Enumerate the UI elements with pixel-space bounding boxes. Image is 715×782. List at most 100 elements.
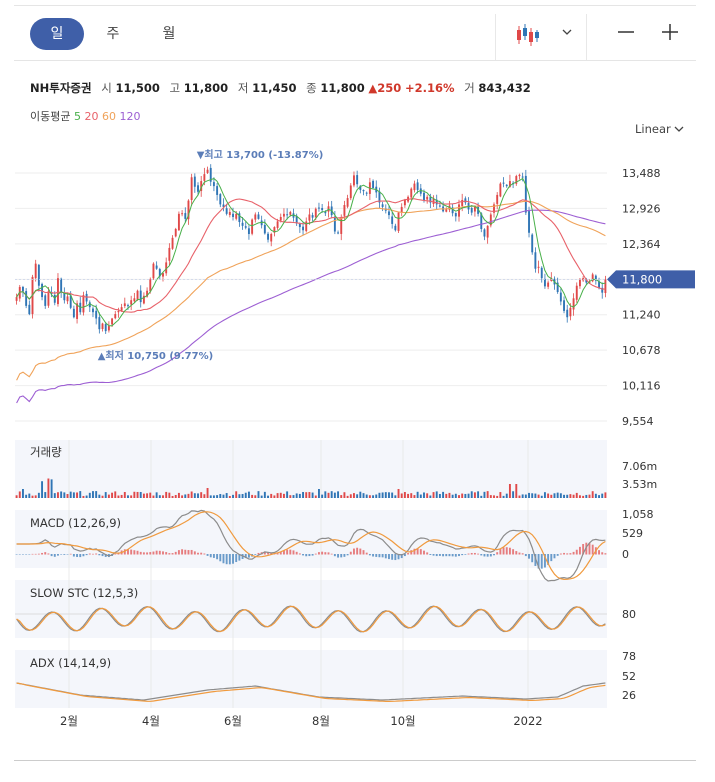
candle-body bbox=[244, 226, 247, 228]
macd-histogram-bar bbox=[82, 554, 85, 557]
candle-body bbox=[66, 296, 69, 302]
macd-histogram-bar bbox=[104, 554, 107, 557]
macd-histogram-bar bbox=[15, 554, 18, 555]
candle-body bbox=[454, 213, 457, 217]
volume-bar bbox=[228, 495, 231, 498]
candle-body bbox=[337, 232, 340, 234]
candlestick-chart-type-icon[interactable] bbox=[515, 22, 541, 48]
macd-histogram-bar bbox=[95, 553, 98, 555]
volume-bar bbox=[356, 494, 359, 498]
volume-bar bbox=[219, 494, 222, 498]
candle-body bbox=[149, 279, 152, 292]
ma120-legend: 120 bbox=[119, 110, 141, 123]
volume-bar bbox=[318, 489, 320, 498]
volume-bar bbox=[146, 493, 149, 498]
macd-histogram-bar bbox=[146, 552, 149, 555]
volume-bar bbox=[397, 489, 400, 498]
volume-bar bbox=[216, 495, 219, 498]
candle-body bbox=[212, 182, 215, 187]
macd-histogram-bar bbox=[222, 554, 225, 564]
macd-histogram-bar bbox=[127, 549, 129, 555]
volume-bar bbox=[295, 493, 298, 498]
volume-bar bbox=[120, 494, 123, 498]
volume-bar bbox=[346, 495, 349, 498]
volume-bar bbox=[117, 495, 120, 498]
volume-bar bbox=[372, 495, 375, 498]
macd-histogram-bar bbox=[37, 553, 40, 555]
candle-body bbox=[588, 281, 591, 283]
volume-bar bbox=[92, 491, 94, 498]
volume-bar bbox=[553, 493, 556, 498]
macd-histogram-bar bbox=[540, 554, 543, 569]
scale-dropdown[interactable]: Linear bbox=[635, 122, 684, 136]
candle-body bbox=[419, 188, 422, 194]
volume-bar bbox=[365, 494, 368, 498]
candle-body bbox=[416, 182, 419, 190]
macd-histogram-bar bbox=[601, 552, 604, 555]
volume-bar bbox=[467, 493, 470, 498]
candle-body bbox=[177, 213, 180, 231]
candle-body bbox=[25, 291, 28, 306]
candle-body bbox=[72, 308, 75, 318]
volume-bar bbox=[168, 492, 171, 498]
candle-body bbox=[470, 208, 473, 213]
volume-bar bbox=[400, 493, 403, 498]
macd-histogram-bar bbox=[337, 554, 340, 558]
volume-bar bbox=[44, 492, 47, 498]
indicator-panel-bg bbox=[15, 580, 607, 638]
volume-bar bbox=[572, 494, 575, 498]
volume-bar bbox=[270, 493, 273, 498]
volume-bar bbox=[267, 495, 269, 498]
stock-chart[interactable]: 13,488 12,926 12,364 11,800 11,240 10,678 10,1… bbox=[0, 0, 715, 760]
x-tick-label: 6월 bbox=[224, 714, 242, 728]
candle-body bbox=[22, 286, 24, 292]
price-tick-label: 13,488 bbox=[622, 167, 661, 180]
macd-histogram-bar bbox=[174, 551, 177, 555]
tab-day[interactable]: 일 bbox=[30, 18, 84, 50]
volume-bar bbox=[477, 491, 480, 498]
macd-tick-label: 0 bbox=[622, 548, 629, 561]
candle-body bbox=[321, 208, 324, 211]
toolbar-divider bbox=[495, 14, 496, 60]
macd-histogram-bar bbox=[528, 554, 530, 559]
volume-bar bbox=[286, 491, 289, 498]
macd-histogram-bar bbox=[499, 549, 502, 555]
volume-bar bbox=[66, 494, 69, 498]
volume-bar bbox=[502, 495, 505, 498]
volume-bar bbox=[448, 492, 451, 498]
macd-histogram-bar bbox=[473, 552, 476, 555]
zoom-in-icon[interactable] bbox=[660, 16, 680, 47]
macd-histogram-bar bbox=[212, 554, 215, 558]
candle-body bbox=[174, 228, 177, 237]
macd-histogram-bar bbox=[193, 551, 196, 555]
volume-bar bbox=[461, 493, 464, 498]
volume-bar bbox=[343, 492, 346, 498]
volume-bar bbox=[190, 491, 193, 498]
candle-body bbox=[98, 317, 101, 330]
candle-body bbox=[598, 281, 600, 289]
candle-body bbox=[88, 302, 91, 308]
candle-body bbox=[578, 279, 581, 287]
volume-bar bbox=[174, 494, 177, 498]
candle-body bbox=[394, 225, 397, 231]
tab-month[interactable]: 월 bbox=[162, 26, 176, 42]
macd-histogram-bar bbox=[92, 553, 94, 555]
macd-histogram-bar bbox=[302, 554, 304, 556]
volume-bar bbox=[330, 491, 333, 498]
macd-histogram-bar bbox=[257, 552, 260, 555]
macd-histogram-bar bbox=[177, 550, 180, 555]
volume-bar bbox=[524, 494, 527, 498]
volume-bar bbox=[353, 493, 355, 498]
volume-bar bbox=[37, 492, 40, 498]
volume-bar bbox=[333, 492, 336, 498]
volume-bar bbox=[470, 491, 473, 498]
volume-bar bbox=[423, 492, 425, 498]
chevron-down-icon bbox=[674, 126, 684, 132]
macd-histogram-bar bbox=[247, 554, 250, 558]
macd-histogram-bar bbox=[591, 544, 594, 555]
chevron-down-icon[interactable] bbox=[562, 26, 572, 39]
price-summary: NH투자증권 시 11,500 고 11,800 저 11,450 종 11,8… bbox=[30, 80, 531, 96]
tab-week[interactable]: 주 bbox=[106, 26, 120, 42]
macd-histogram-bar bbox=[85, 554, 88, 556]
zoom-out-icon[interactable] bbox=[616, 19, 636, 45]
